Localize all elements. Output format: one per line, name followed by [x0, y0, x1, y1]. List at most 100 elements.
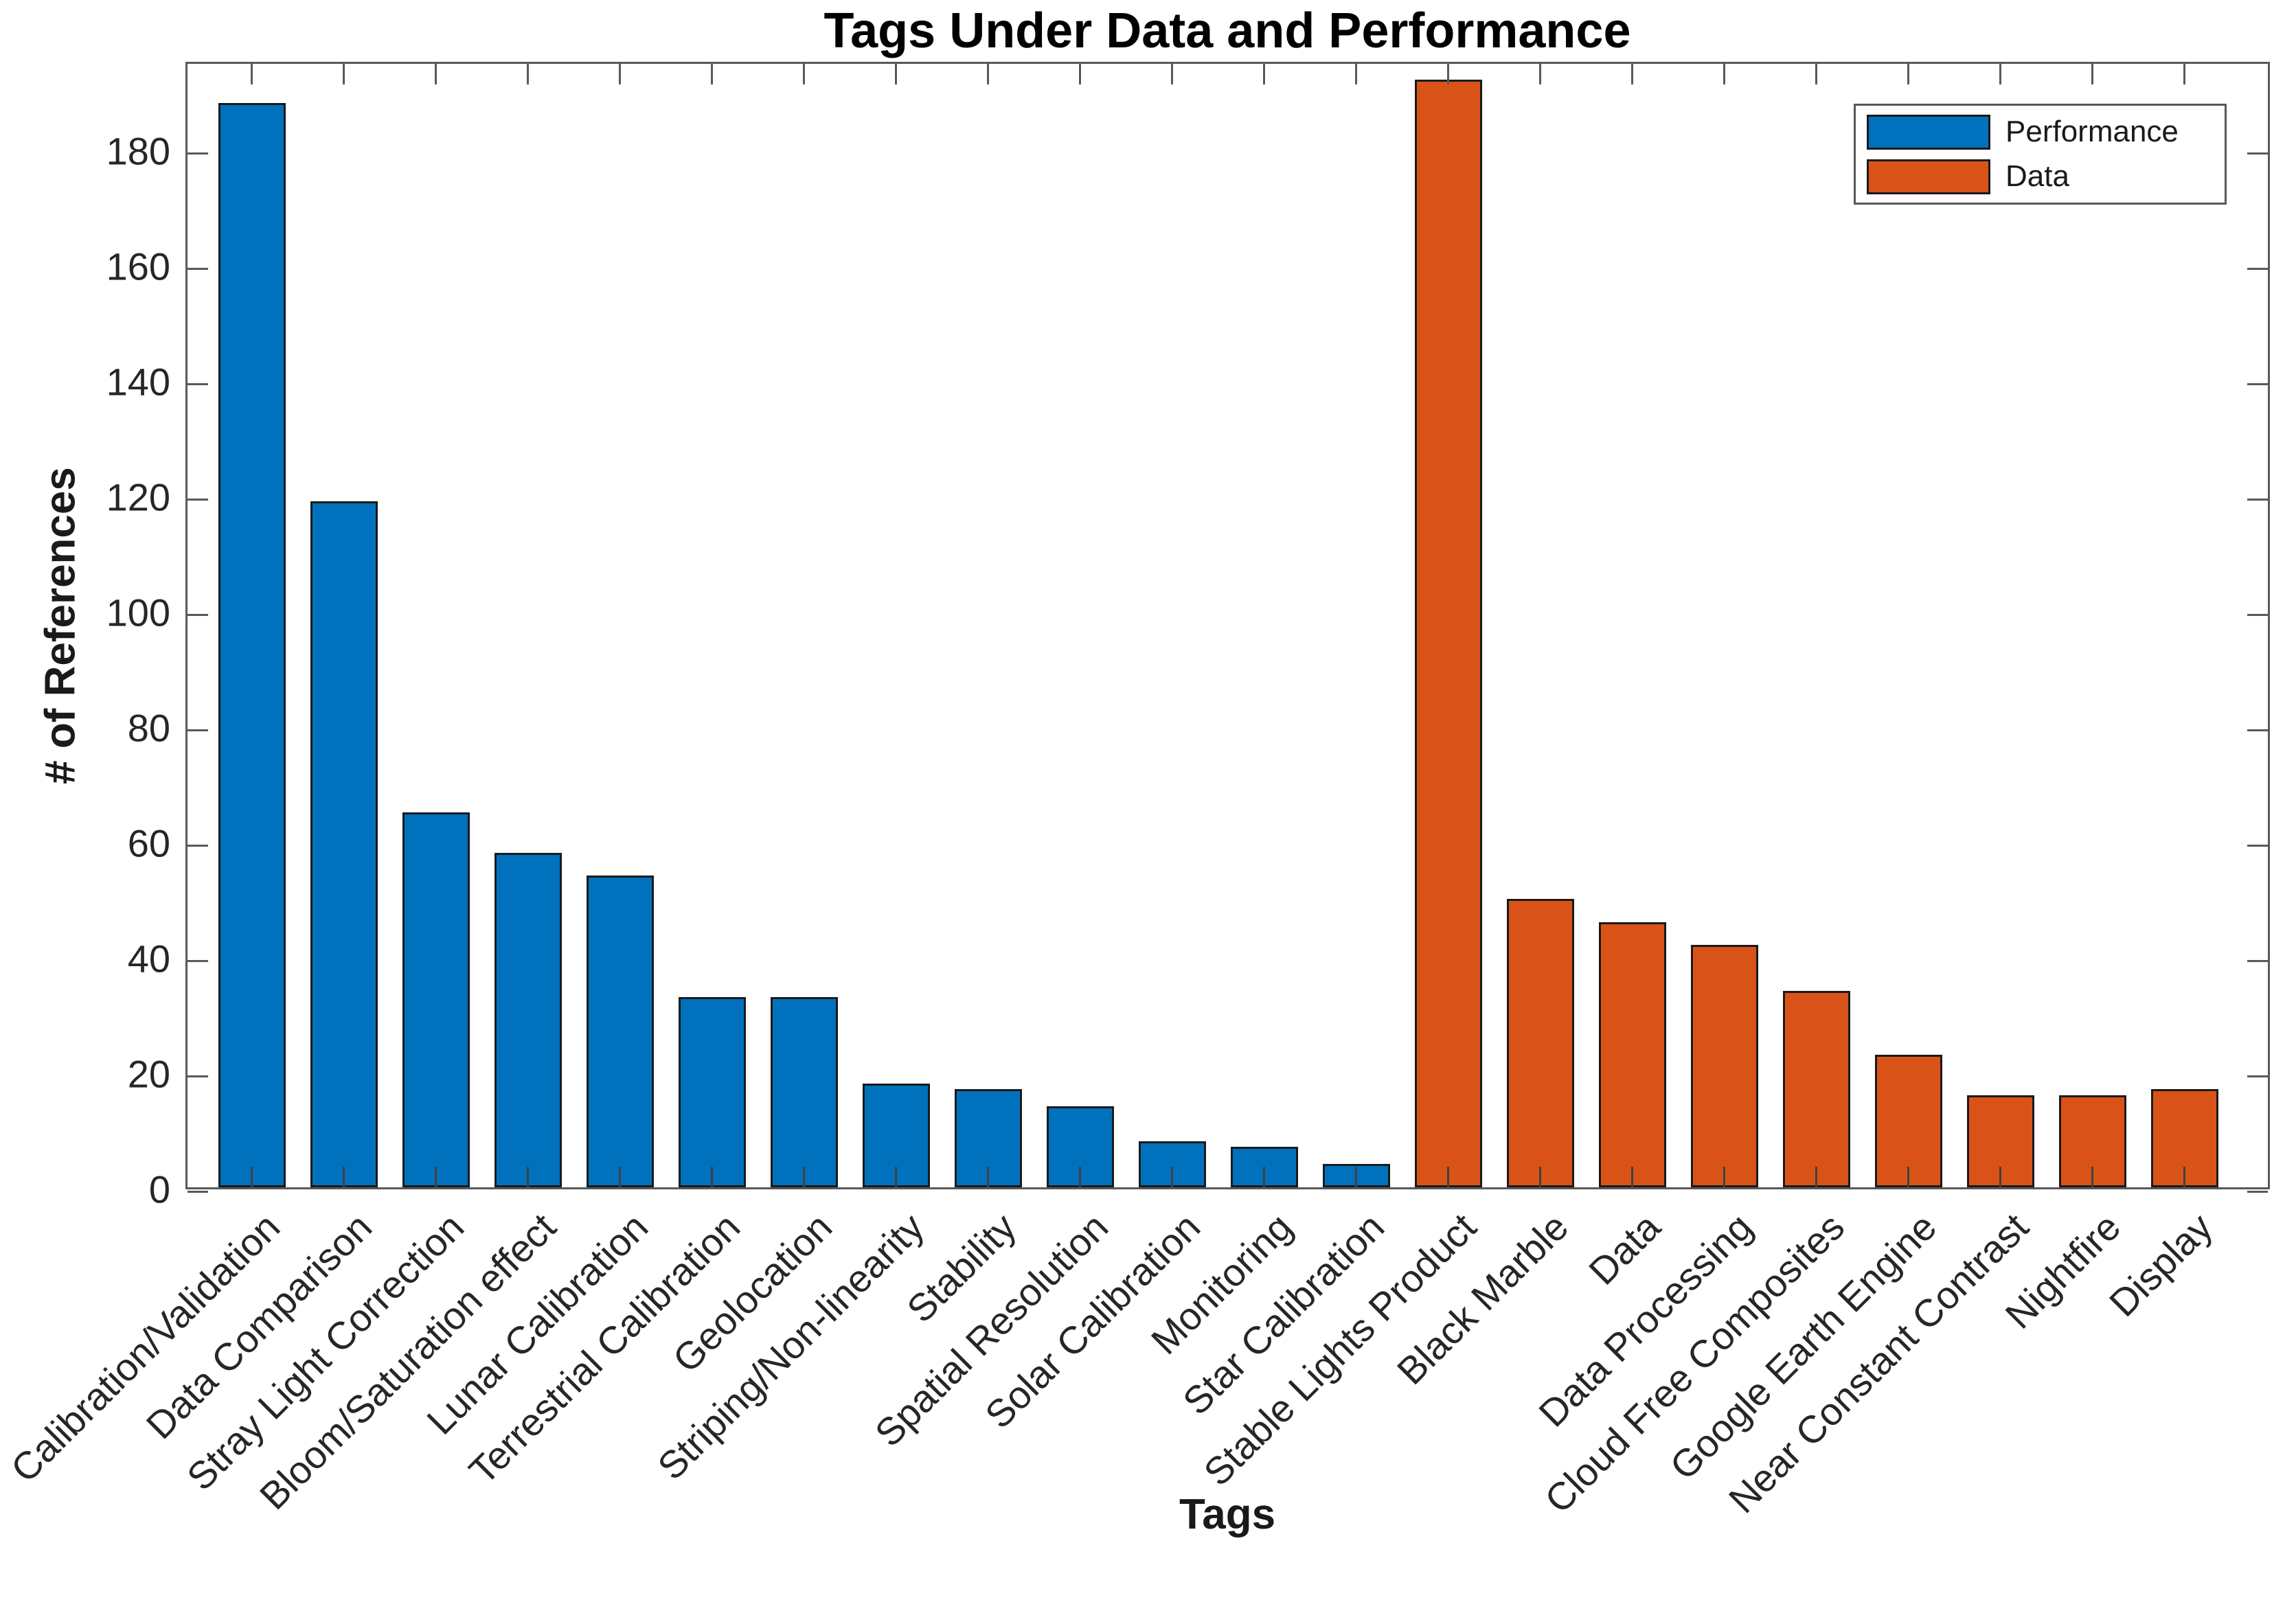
y-tick-mark [187, 383, 208, 385]
bar-lunar-calibration [587, 876, 654, 1187]
x-tick-mark [1999, 1167, 2001, 1187]
legend-entry-data: Data [1867, 159, 2225, 194]
bar-data-comparison [310, 501, 378, 1187]
bar-data-processing [1691, 945, 1758, 1187]
x-tick-mark [1539, 1167, 1541, 1187]
x-tick-mark [435, 64, 437, 84]
x-tick-mark [803, 64, 805, 84]
x-tick-mark [2091, 1167, 2093, 1187]
bar-cloud-free-composites [1783, 991, 1850, 1187]
x-tick-mark [2183, 1167, 2185, 1187]
x-tick-mark [1907, 1167, 1909, 1187]
x-tick-mark [987, 64, 989, 84]
x-tick-mark [1815, 64, 1817, 84]
x-tick-mark [435, 1167, 437, 1187]
performance-color-swatch [1867, 114, 1990, 150]
x-tick-mark [1907, 64, 1909, 84]
x-tick-mark [987, 1167, 989, 1187]
x-tick-mark [1263, 1167, 1265, 1187]
y-axis-label: # of References [36, 467, 84, 784]
chart-title: Tags Under Data and Performance [823, 3, 1631, 58]
x-tick-mark [1263, 64, 1265, 84]
y-tick-mark [2247, 383, 2268, 385]
x-tick-mark [711, 1167, 713, 1187]
x-tick-mark [1723, 64, 1725, 84]
x-tick-mark [1447, 64, 1449, 84]
y-tick-label: 80 [127, 706, 170, 750]
x-tick-mark [1815, 1167, 1817, 1187]
y-tick-mark [187, 1075, 208, 1077]
y-tick-label: 120 [106, 475, 170, 519]
plot-area [185, 62, 2270, 1193]
y-tick-mark [2247, 152, 2268, 155]
y-tick-label: 20 [127, 1052, 170, 1096]
bar-black-marble [1507, 899, 1574, 1187]
x-tick-mark [711, 64, 713, 84]
x-tick-mark [1723, 1167, 1725, 1187]
y-tick-mark [187, 614, 208, 616]
y-tick-mark [187, 499, 208, 501]
y-tick-mark [2247, 1075, 2268, 1077]
y-tick-mark [187, 152, 208, 155]
y-tick-label: 160 [106, 244, 170, 288]
y-tick-mark [2247, 614, 2268, 616]
x-tick-mark [1999, 64, 2001, 84]
x-tick-mark [1631, 64, 1633, 84]
x-tick-mark [803, 1167, 805, 1187]
y-tick-label: 100 [106, 591, 170, 635]
x-tick-mark [1447, 1167, 1449, 1187]
x-tick-mark [1631, 1167, 1633, 1187]
x-tick-mark [1539, 64, 1541, 84]
y-tick-mark [187, 960, 208, 962]
x-tick-mark [2183, 64, 2185, 84]
x-tick-mark [1079, 1167, 1081, 1187]
y-tick-label: 140 [106, 360, 170, 404]
y-tick-mark [2247, 729, 2268, 731]
bar-calibration-validation [218, 103, 286, 1187]
y-tick-label: 60 [127, 821, 170, 865]
x-tick-mark [895, 1167, 897, 1187]
bar-google-earth-engine [1875, 1055, 1942, 1187]
y-tick-label: 180 [106, 129, 170, 173]
legend-label-data: Data [2005, 159, 2069, 193]
bar-stray-light-correction [402, 812, 470, 1187]
x-tick-mark [527, 1167, 529, 1187]
y-tick-label: 0 [148, 1167, 170, 1211]
y-tick-mark [2247, 1191, 2268, 1193]
y-tick-mark [2247, 268, 2268, 270]
legend-entry-performance: Performance [1867, 114, 2225, 150]
x-tick-mark [251, 1167, 253, 1187]
y-tick-mark [2247, 845, 2268, 847]
x-tick-mark [1171, 1167, 1173, 1187]
bar-data [1599, 922, 1666, 1187]
x-tick-mark [1355, 1167, 1357, 1187]
y-tick-mark [187, 1191, 208, 1193]
y-tick-mark [2247, 960, 2268, 962]
x-tick-mark [2091, 64, 2093, 84]
x-tick-mark [343, 64, 345, 84]
bar-bloom-saturation-effect [495, 853, 562, 1187]
y-tick-mark [187, 268, 208, 270]
x-tick-mark [527, 64, 529, 84]
y-tick-mark [187, 729, 208, 731]
x-tick-mark [1171, 64, 1173, 84]
bar-stable-lights-product [1415, 80, 1482, 1187]
x-tick-mark [1079, 64, 1081, 84]
data-color-swatch [1867, 159, 1990, 194]
x-tick-mark [619, 1167, 621, 1187]
y-tick-label: 40 [127, 937, 170, 981]
x-tick-mark [343, 1167, 345, 1187]
legend-label-performance: Performance [2005, 115, 2179, 148]
x-tick-mark [619, 64, 621, 84]
x-tick-label: Display [2100, 1204, 2221, 1325]
x-axis-label: Tags [1179, 1491, 1276, 1538]
y-tick-mark [187, 845, 208, 847]
y-tick-mark [2247, 499, 2268, 501]
bar-terrestrial-calibration [679, 997, 746, 1187]
bar-geolocation [771, 997, 838, 1187]
legend: Performance Data [1854, 104, 2227, 205]
x-tick-mark [1355, 64, 1357, 84]
x-tick-mark [251, 64, 253, 84]
x-tick-mark [895, 64, 897, 84]
